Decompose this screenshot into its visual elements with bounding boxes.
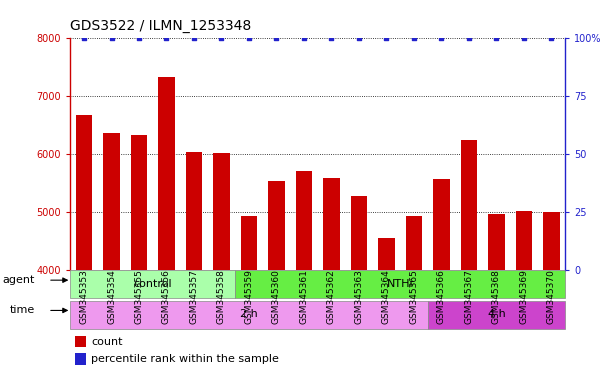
Bar: [428, 301, 565, 329]
Text: GSM345362: GSM345362: [327, 270, 336, 324]
Text: GSM345353: GSM345353: [79, 270, 89, 324]
Bar: [406, 217, 422, 270]
Point: [189, 35, 199, 41]
Point: [107, 35, 117, 41]
Text: GSM345363: GSM345363: [354, 270, 364, 324]
Bar: [433, 179, 450, 270]
Point: [327, 35, 337, 41]
Text: count: count: [91, 337, 123, 347]
Text: time: time: [9, 305, 35, 315]
Text: GSM345358: GSM345358: [217, 270, 226, 324]
Bar: [323, 178, 340, 270]
Point: [217, 35, 227, 41]
Bar: [103, 132, 120, 270]
Bar: [186, 152, 202, 270]
Bar: [75, 353, 86, 365]
Bar: [241, 217, 257, 270]
Point: [437, 35, 447, 41]
Point: [244, 35, 254, 41]
Point: [299, 35, 309, 41]
Bar: [543, 212, 560, 270]
Text: NTHi: NTHi: [387, 279, 414, 289]
Text: GSM345367: GSM345367: [464, 270, 474, 324]
Point: [464, 35, 474, 41]
Point: [79, 35, 89, 41]
Text: 2 h: 2 h: [240, 310, 258, 319]
Point: [519, 35, 529, 41]
Text: GSM345357: GSM345357: [189, 270, 199, 324]
Text: GSM345364: GSM345364: [382, 270, 391, 324]
Bar: [158, 76, 175, 270]
Point: [272, 35, 282, 41]
Text: GDS3522 / ILMN_1253348: GDS3522 / ILMN_1253348: [70, 19, 252, 33]
Text: GSM345370: GSM345370: [547, 270, 556, 324]
Point: [134, 35, 144, 41]
Bar: [131, 135, 147, 270]
Text: control: control: [133, 279, 172, 289]
Text: GSM345359: GSM345359: [244, 270, 254, 324]
Text: GSM345365: GSM345365: [409, 270, 419, 324]
Text: agent: agent: [2, 275, 35, 285]
Point: [354, 35, 364, 41]
Bar: [488, 214, 505, 270]
Text: GSM345356: GSM345356: [162, 270, 171, 324]
Point: [409, 35, 419, 41]
Bar: [70, 270, 235, 298]
Bar: [516, 211, 532, 270]
Bar: [461, 139, 477, 270]
Bar: [268, 180, 285, 270]
Bar: [351, 195, 367, 270]
Bar: [70, 301, 428, 329]
Text: GSM345355: GSM345355: [134, 270, 144, 324]
Bar: [76, 115, 92, 270]
Bar: [235, 270, 565, 298]
Text: GSM345369: GSM345369: [519, 270, 529, 324]
Bar: [378, 238, 395, 270]
Text: GSM345361: GSM345361: [299, 270, 309, 324]
Text: GSM345354: GSM345354: [107, 270, 116, 324]
Point: [381, 35, 392, 41]
Bar: [296, 171, 312, 270]
Point: [161, 35, 171, 41]
Text: GSM345360: GSM345360: [272, 270, 281, 324]
Point: [547, 35, 557, 41]
Text: 4 h: 4 h: [488, 310, 505, 319]
Bar: [213, 153, 230, 270]
Text: GSM345366: GSM345366: [437, 270, 446, 324]
Bar: [75, 336, 86, 348]
Text: percentile rank within the sample: percentile rank within the sample: [91, 354, 279, 364]
Text: GSM345368: GSM345368: [492, 270, 501, 324]
Point: [492, 35, 502, 41]
